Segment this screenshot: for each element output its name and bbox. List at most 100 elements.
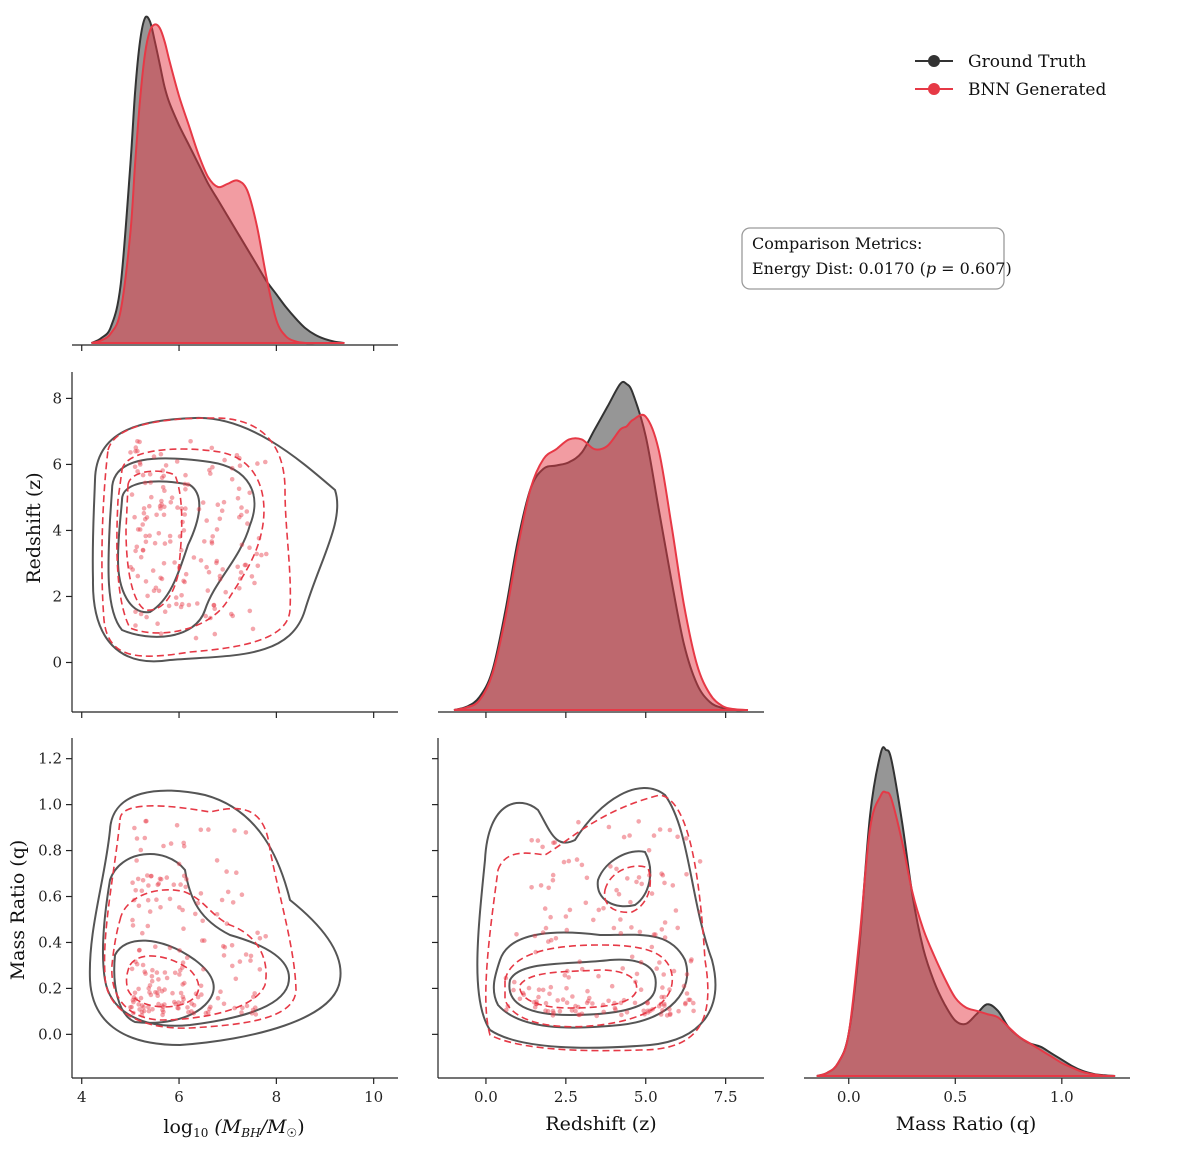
data-point — [172, 999, 177, 1005]
data-point — [198, 983, 204, 989]
data-point — [651, 932, 657, 937]
data-point — [620, 966, 625, 971]
data-point — [645, 1008, 651, 1014]
ground-truth-contour-upper — [596, 850, 652, 908]
data-point — [529, 885, 534, 890]
data-point — [247, 608, 253, 614]
data-point — [540, 987, 546, 993]
legend-label-ground-truth: Ground Truth — [968, 52, 1086, 72]
data-point — [138, 847, 144, 853]
data-point — [229, 943, 235, 948]
data-point — [257, 967, 263, 972]
data-point — [147, 533, 152, 538]
data-point — [675, 834, 680, 840]
data-point — [237, 514, 242, 520]
data-point — [142, 517, 148, 522]
ground-truth-contour-outer — [91, 416, 339, 663]
data-point — [146, 1008, 152, 1014]
comparison-metrics-box: Comparison Metrics: Energy Dist: 0.0170 … — [741, 227, 1012, 290]
data-point — [186, 1010, 191, 1015]
bnn-generated-points — [503, 819, 703, 1019]
data-point — [183, 487, 188, 492]
data-point — [551, 1010, 556, 1016]
data-point — [159, 1003, 165, 1008]
data-point — [645, 1000, 650, 1005]
data-point — [639, 881, 644, 887]
data-point — [143, 971, 148, 976]
data-point — [182, 980, 187, 986]
bnn-generated-contour-middle — [111, 889, 267, 1021]
data-point — [162, 1002, 167, 1007]
data-point — [182, 579, 187, 585]
data-point — [133, 959, 138, 964]
legend-label-bnn-generated: BNN Generated — [968, 80, 1106, 100]
data-point — [163, 463, 169, 468]
data-point — [638, 987, 644, 992]
data-point — [130, 917, 135, 923]
data-point — [158, 631, 164, 636]
data-point — [243, 952, 249, 957]
x-tick-label: 2.5 — [554, 1088, 578, 1106]
y-tick-label: 1.0 — [38, 796, 62, 814]
data-point — [214, 558, 220, 564]
data-point — [155, 993, 160, 998]
data-point — [256, 536, 262, 541]
data-point — [229, 465, 235, 471]
y-tick-label: 4 — [52, 521, 62, 539]
data-point — [224, 921, 230, 926]
data-point — [594, 1013, 599, 1019]
data-point — [254, 551, 259, 557]
data-point — [212, 606, 217, 611]
data-point — [146, 883, 151, 888]
data-point — [176, 565, 182, 570]
data-point — [185, 1005, 190, 1010]
data-point — [214, 912, 220, 917]
data-point — [555, 998, 560, 1003]
data-point — [168, 841, 174, 846]
data-point — [168, 539, 173, 544]
data-point — [141, 1008, 147, 1014]
data-point — [141, 510, 147, 516]
data-point — [651, 833, 657, 838]
data-point — [529, 838, 534, 843]
data-point — [203, 1010, 209, 1016]
data-point — [586, 998, 591, 1004]
data-point — [156, 531, 162, 536]
data-point — [543, 1000, 549, 1006]
data-point — [673, 908, 679, 913]
data-point — [128, 564, 133, 570]
data-point — [548, 914, 553, 920]
metrics-title: Comparison Metrics: — [752, 234, 922, 253]
data-point — [590, 1001, 595, 1006]
data-point — [155, 990, 160, 995]
bnn-generated-contour-middle — [504, 944, 673, 1028]
data-point — [235, 496, 241, 501]
data-point — [156, 986, 162, 991]
y-axis-label-redshift: Redshift (z) — [23, 472, 45, 583]
data-point — [199, 938, 205, 943]
panel-mbh-vs-massratio: 4 6 8 10 0.0 0.2 0.4 0.6 0.8 1.0 1.2 Mass Ratio (… — [7, 738, 398, 1140]
data-point — [221, 1001, 227, 1007]
data-point — [234, 453, 240, 458]
data-point — [177, 534, 183, 539]
data-point — [139, 1003, 145, 1008]
y-tick-label: 0.2 — [38, 979, 62, 997]
data-point — [255, 461, 260, 466]
ground-truth-contour-middle — [107, 457, 256, 638]
data-point — [521, 992, 527, 998]
data-point — [162, 609, 168, 614]
data-point — [146, 1004, 151, 1010]
data-point — [217, 573, 223, 579]
ground-truth-contour-outer — [88, 789, 342, 1047]
metrics-box-frame — [741, 227, 1005, 290]
data-point — [144, 818, 149, 824]
data-point — [209, 539, 215, 544]
data-point — [180, 1000, 185, 1006]
data-point — [137, 527, 143, 532]
data-point — [220, 567, 225, 572]
data-point — [143, 818, 148, 824]
data-point — [612, 1000, 617, 1006]
data-point — [547, 991, 552, 997]
data-point — [583, 900, 589, 906]
x-ticks — [81, 345, 375, 351]
